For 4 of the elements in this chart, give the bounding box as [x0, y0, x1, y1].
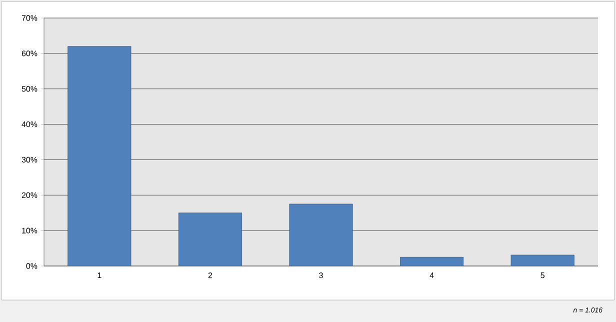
bar	[510, 254, 574, 266]
bar	[289, 204, 353, 266]
bar	[68, 46, 132, 266]
bar	[178, 212, 242, 266]
